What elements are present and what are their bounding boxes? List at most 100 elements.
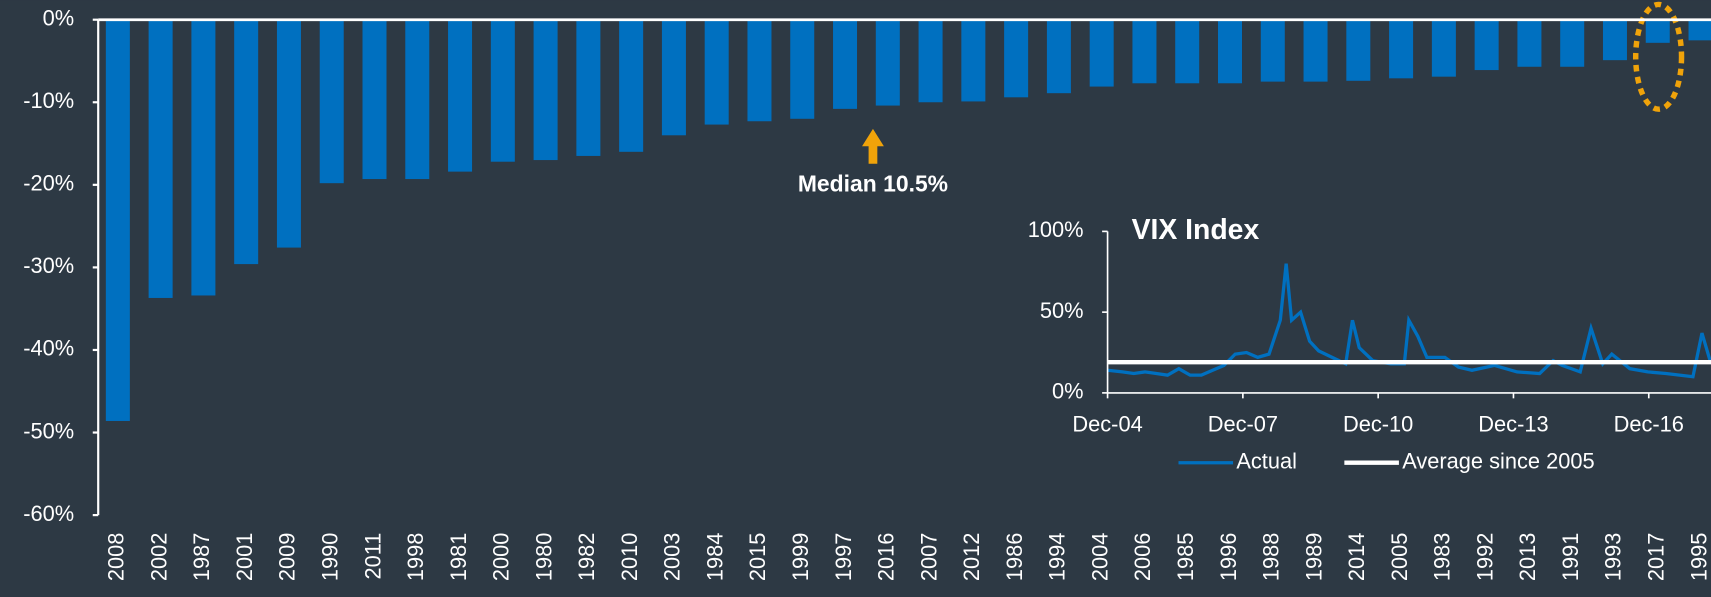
x-tick-label: 1980	[531, 533, 556, 582]
highlight-ellipse	[1632, 1, 1685, 112]
inset-title: VIX Index	[1132, 214, 1260, 246]
bar	[1132, 19, 1157, 84]
x-tick-label: 2013	[1515, 533, 1540, 582]
bar	[576, 19, 601, 156]
bar	[1602, 19, 1627, 61]
x-tick-label: 2006	[1130, 533, 1155, 582]
legend-label: Average since 2005	[1402, 448, 1594, 473]
x-tick-label: 1988	[1259, 533, 1284, 582]
x-tick-label: 2010	[617, 533, 642, 582]
y-tick-label: -20%	[23, 171, 74, 196]
bar	[362, 19, 387, 180]
x-tick-label: 2016	[874, 533, 899, 582]
legend-label: Actual	[1236, 448, 1297, 473]
bar	[918, 19, 943, 103]
x-tick-label: 2011	[360, 533, 385, 580]
bar	[1217, 19, 1243, 84]
y-tick-label: 0%	[1052, 379, 1084, 404]
x-tick-label: 1986	[1002, 533, 1027, 582]
bar	[875, 19, 900, 106]
bar	[619, 19, 644, 152]
x-tick-label: 1990	[317, 533, 342, 582]
y-tick-label: -40%	[23, 336, 74, 361]
y-tick-label: -10%	[23, 88, 74, 113]
bar	[1046, 19, 1071, 94]
x-tick-label: Dec-10	[1343, 411, 1413, 436]
x-tick-label: 2012	[959, 533, 984, 582]
x-tick-label: 1991	[1558, 533, 1583, 582]
bar	[1688, 19, 1711, 41]
x-tick-label: 1999	[788, 533, 813, 582]
bar	[1560, 19, 1585, 67]
bar	[191, 19, 216, 296]
y-tick-label: -60%	[23, 501, 74, 526]
bar	[1389, 19, 1414, 79]
bar	[276, 19, 301, 248]
bar	[533, 19, 558, 161]
x-tick-label: 1997	[831, 533, 856, 582]
x-tick-label: 1994	[1045, 533, 1070, 582]
bar	[790, 19, 815, 119]
bar	[1089, 19, 1114, 87]
x-tick-label: 2005	[1387, 533, 1412, 582]
x-tick-label: Dec-13	[1478, 411, 1548, 436]
x-tick-label: Dec-07	[1208, 411, 1278, 436]
x-tick-label: 2007	[916, 533, 941, 582]
x-tick-label: 2000	[489, 533, 514, 582]
x-tick-label: 2008	[104, 533, 129, 582]
x-tick-label: 2001	[232, 533, 257, 582]
x-tick-label: 1992	[1472, 533, 1497, 582]
bar	[1004, 19, 1029, 98]
x-tick-label: 2017	[1644, 533, 1669, 582]
x-tick-label: 2004	[1087, 533, 1112, 582]
bar	[1303, 19, 1328, 82]
x-tick-label: 1984	[702, 533, 727, 582]
bar	[405, 19, 430, 180]
bar	[961, 19, 986, 102]
bar	[661, 19, 686, 136]
x-tick-label: 1981	[446, 533, 471, 582]
median-arrow	[862, 128, 884, 164]
bar	[148, 19, 173, 298]
x-tick-label: 2009	[275, 533, 300, 582]
x-tick-label: 2014	[1344, 533, 1369, 582]
bar	[234, 19, 259, 265]
bar	[1645, 19, 1670, 43]
bar	[1175, 19, 1200, 84]
x-tick-label: 1993	[1601, 533, 1626, 582]
x-tick-label: 1998	[403, 533, 428, 582]
y-tick-label: 0%	[43, 5, 75, 30]
bar	[747, 19, 772, 122]
x-tick-label: 1985	[1173, 533, 1198, 582]
x-tick-label: 2003	[660, 533, 685, 582]
series-line	[1107, 263, 1711, 379]
bar	[1431, 19, 1456, 77]
x-tick-label: 1987	[189, 533, 214, 582]
bar	[704, 19, 729, 125]
x-tick-label: Dec-04	[1072, 411, 1142, 436]
bar	[105, 19, 130, 421]
bar	[448, 19, 473, 172]
bar	[1260, 19, 1285, 82]
y-tick-label: -30%	[23, 253, 74, 278]
bar	[490, 19, 515, 162]
x-tick-label: 1989	[1301, 533, 1326, 582]
x-tick-label: 1982	[574, 533, 599, 582]
y-tick-label: -50%	[23, 418, 74, 443]
bar	[1346, 19, 1371, 81]
bar	[833, 19, 858, 109]
y-tick-label: 50%	[1040, 298, 1084, 323]
x-tick-label: 2002	[146, 533, 171, 582]
bar	[1517, 19, 1542, 67]
median-annotation: Median 10.5%	[798, 171, 948, 197]
y-tick-label: 100%	[1028, 217, 1084, 242]
x-tick-label: 2015	[745, 533, 770, 582]
x-tick-label: Dec-16	[1614, 411, 1684, 436]
bar	[1474, 19, 1499, 71]
bar	[319, 19, 344, 184]
x-tick-label: 1996	[1216, 533, 1241, 582]
x-tick-label: 1995	[1686, 533, 1711, 582]
x-tick-label: 1983	[1430, 533, 1455, 582]
